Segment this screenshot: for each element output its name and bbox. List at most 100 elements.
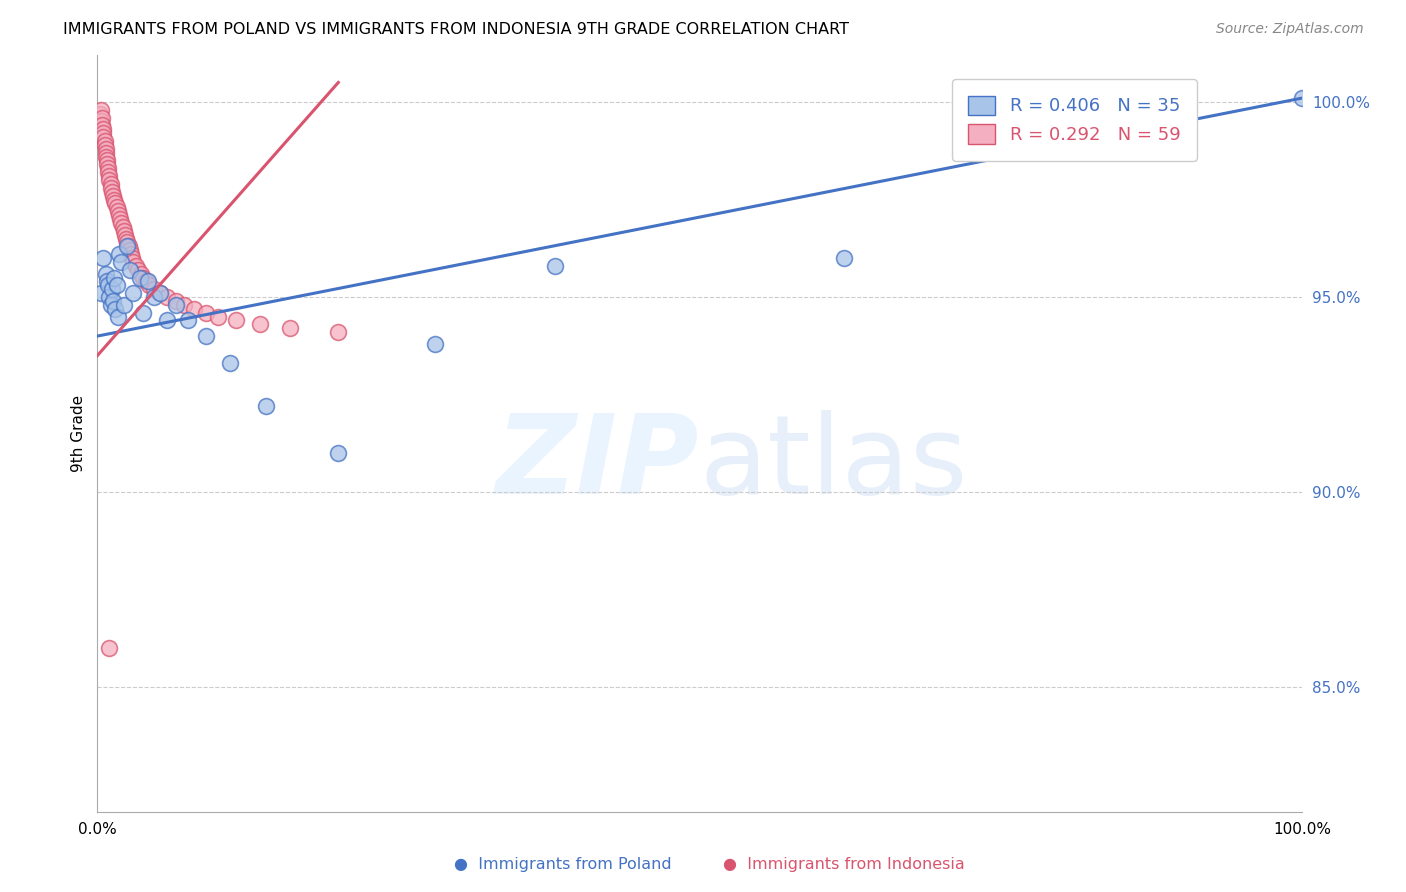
Point [97, 165, 120, 179]
Point [207, 310, 229, 324]
Point [423, 337, 446, 351]
Point [1291, 91, 1313, 105]
Point [97, 278, 120, 293]
Point [149, 286, 172, 301]
Point [98, 290, 121, 304]
Point [118, 239, 141, 253]
Point [156, 313, 179, 327]
Text: Source: ZipAtlas.com: Source: ZipAtlas.com [1216, 22, 1364, 37]
Point [96, 153, 118, 168]
Point [93, 130, 115, 145]
Point [96, 157, 118, 171]
Point [143, 282, 166, 296]
Point [138, 278, 160, 293]
Point [328, 325, 350, 339]
Point [93, 251, 115, 265]
Point [177, 313, 200, 327]
Point [129, 267, 152, 281]
Y-axis label: 9th Grade: 9th Grade [72, 395, 86, 472]
Point [173, 298, 195, 312]
Point [194, 329, 217, 343]
Point [97, 161, 120, 176]
Text: atlas: atlas [700, 410, 969, 517]
Point [111, 219, 134, 234]
Point [93, 134, 115, 148]
Point [91, 111, 114, 125]
Point [122, 286, 145, 301]
Point [121, 251, 143, 265]
Point [93, 122, 115, 136]
Point [104, 301, 127, 316]
Point [98, 173, 121, 187]
Point [834, 251, 856, 265]
Point [118, 262, 141, 277]
Point [112, 224, 135, 238]
Point [127, 262, 149, 277]
Point [132, 306, 155, 320]
Point [120, 247, 142, 261]
Point [101, 185, 124, 199]
Point [128, 270, 150, 285]
Point [219, 356, 242, 370]
Point [103, 270, 125, 285]
Point [165, 298, 187, 312]
Point [108, 208, 131, 222]
Point [107, 310, 129, 324]
Point [156, 290, 179, 304]
Point [100, 298, 122, 312]
Point [93, 137, 115, 152]
Point [194, 306, 217, 320]
Point [94, 145, 117, 160]
Point [101, 293, 124, 308]
Point [135, 275, 157, 289]
Point [132, 270, 155, 285]
Text: ●  Immigrants from Poland: ● Immigrants from Poland [454, 857, 671, 872]
Point [100, 181, 122, 195]
Point [103, 193, 125, 207]
Point [183, 301, 205, 316]
Point [94, 267, 117, 281]
Point [112, 298, 135, 312]
Point [104, 196, 127, 211]
Point [101, 188, 124, 202]
Point [165, 293, 187, 308]
Point [94, 150, 117, 164]
Text: ●  Immigrants from Indonesia: ● Immigrants from Indonesia [723, 857, 965, 872]
Point [98, 169, 121, 183]
Point [125, 259, 148, 273]
Point [136, 275, 159, 289]
Point [105, 278, 128, 293]
Point [544, 259, 567, 273]
Point [143, 290, 166, 304]
Point [110, 216, 132, 230]
Point [117, 235, 139, 250]
Point [101, 282, 124, 296]
Point [107, 204, 129, 219]
Point [254, 400, 277, 414]
Point [96, 275, 118, 289]
Point [149, 286, 172, 301]
Point [90, 286, 112, 301]
Point [108, 247, 131, 261]
Point [225, 313, 247, 327]
Point [118, 244, 141, 258]
Legend: R = 0.406   N = 35, R = 0.292   N = 59: R = 0.406 N = 35, R = 0.292 N = 59 [952, 79, 1197, 161]
Text: IMMIGRANTS FROM POLAND VS IMMIGRANTS FROM INDONESIA 9TH GRADE CORRELATION CHART: IMMIGRANTS FROM POLAND VS IMMIGRANTS FRO… [63, 22, 849, 37]
Point [93, 126, 115, 140]
Point [89, 106, 111, 120]
Point [278, 321, 301, 335]
Point [115, 231, 138, 245]
Point [110, 212, 132, 227]
Point [105, 200, 128, 214]
Point [249, 318, 271, 332]
Point [91, 119, 114, 133]
Point [90, 114, 112, 128]
Point [122, 255, 145, 269]
Point [328, 446, 350, 460]
Text: ZIP: ZIP [496, 410, 700, 517]
Point [98, 641, 121, 656]
Point [110, 255, 132, 269]
Point [100, 177, 122, 191]
Point [117, 239, 139, 253]
Point [90, 103, 112, 117]
